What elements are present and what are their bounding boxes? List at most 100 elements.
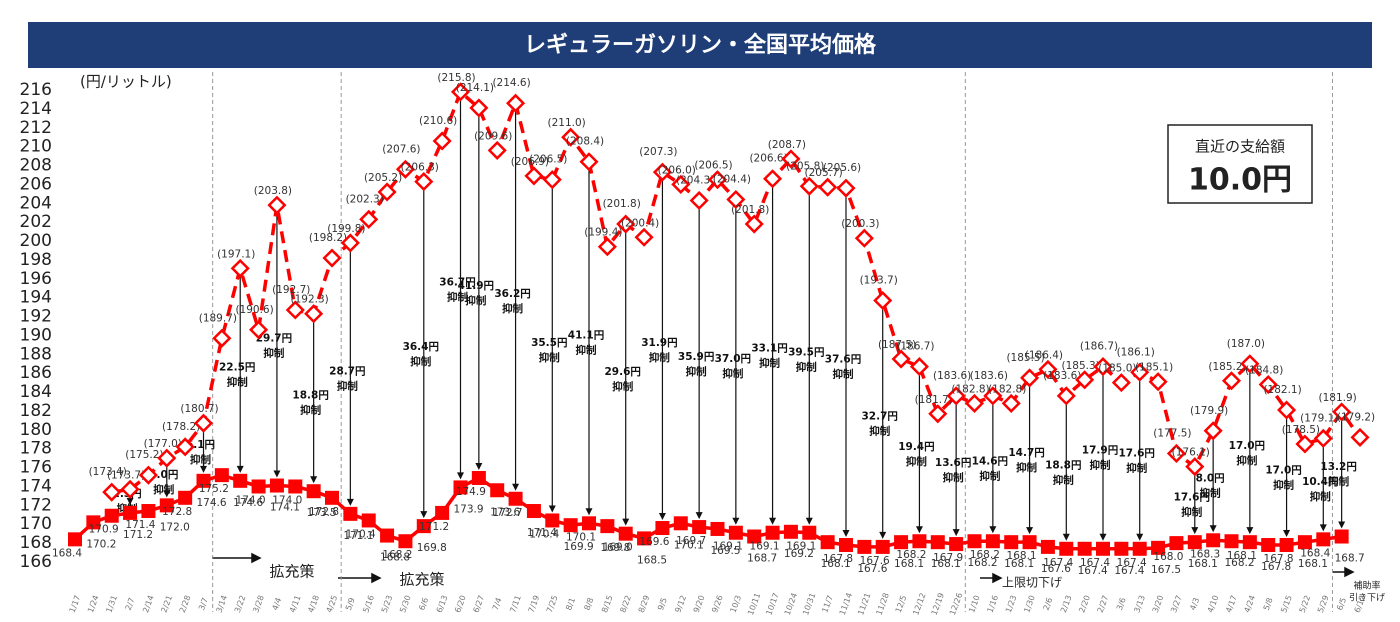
x-tick-label: 1/17 (68, 594, 83, 614)
y-tick-label: 172 (20, 495, 52, 515)
x-tick-label: 10/24 (783, 592, 799, 617)
x-tick-label: 9/26 (710, 594, 725, 614)
arrow-head (1338, 521, 1346, 529)
arrow-head (200, 465, 207, 473)
diamond-marker (1221, 371, 1242, 391)
square-marker (765, 525, 780, 540)
data-label: (199.4) (584, 227, 622, 239)
annotation-amount: 13.6円 (935, 457, 971, 469)
annotation-amount: 19.4円 (898, 441, 934, 453)
x-tick-label: 9/12 (673, 594, 688, 614)
data-label: (198.2) (309, 232, 347, 244)
x-tick-label: 4/10 (1206, 594, 1221, 614)
annotation-amount: 10.4円 (1302, 476, 1338, 488)
data-label: 168.7 (1335, 553, 1365, 565)
data-label: (182.8) (951, 383, 989, 395)
data-label: 171.4 (125, 519, 155, 531)
diamond-marker (506, 93, 526, 113)
square-marker (343, 506, 358, 521)
diamond-marker (671, 174, 691, 194)
diamond-marker (285, 300, 305, 320)
data-label: (203.8) (254, 185, 292, 197)
data-label: 169.1 (786, 541, 816, 553)
x-tick-label: 4/4 (270, 596, 283, 611)
annotation-text: 抑制 (906, 455, 927, 468)
square-marker (1169, 536, 1184, 551)
x-tick-label: 3/22 (233, 594, 248, 614)
data-label: 168.1 (894, 558, 924, 570)
square-marker (490, 483, 505, 498)
y-tick-label: 182 (20, 401, 52, 421)
square-marker (545, 513, 560, 528)
data-label: 168.1 (1227, 550, 1257, 562)
annotation-amount: 18.8円 (292, 389, 328, 401)
diamond-marker (909, 357, 929, 377)
square-marker (1077, 541, 1092, 556)
annotation-amount: 41.1円 (568, 330, 604, 342)
arrow-head (310, 476, 318, 484)
data-label: 172.7 (493, 507, 523, 519)
data-label: (189.7) (199, 312, 237, 324)
data-label: 170.1 (566, 531, 596, 543)
square-marker (618, 526, 633, 541)
x-tick-label: 11/28 (875, 592, 891, 617)
data-label: (214.6) (492, 77, 530, 89)
title-bar (28, 22, 1372, 68)
annotation-text: 抑制 (796, 361, 817, 374)
data-label: (183.6) (1043, 370, 1081, 382)
diamond-marker (597, 237, 617, 257)
diamond-marker (157, 448, 177, 468)
data-label: (182.8) (988, 383, 1026, 395)
x-tick-label: 4/25 (325, 594, 340, 614)
data-label: 171.1 (343, 530, 373, 542)
data-label: 168.1 (1007, 550, 1037, 562)
y-tick-label: 176 (20, 458, 52, 478)
square-marker (325, 490, 339, 505)
diamond-marker (616, 214, 636, 234)
data-label: (185.2) (1208, 361, 1246, 373)
square-marker (1114, 541, 1129, 556)
square-marker (1224, 534, 1239, 549)
data-label: (206.5) (694, 160, 732, 172)
box-value: 10.0円 (1188, 163, 1292, 198)
square-marker (637, 531, 652, 546)
square-marker (802, 525, 817, 540)
chart-title: レギュラーガソリン・全国平均価格 (524, 32, 877, 58)
arrow-head (548, 505, 556, 513)
x-tick-label: 3/20 (1151, 594, 1166, 614)
data-label: (206.9) (511, 156, 549, 168)
annotation-text: 抑制 (1236, 454, 1257, 467)
note-arrows (212, 552, 1355, 584)
diamond-marker (1093, 357, 1113, 377)
x-tick-label: 8/15 (600, 594, 615, 614)
arrow-head (805, 517, 813, 525)
square-marker (1334, 529, 1349, 544)
square-marker (416, 519, 431, 534)
annotation-text: 抑制 (1310, 490, 1331, 503)
data-label: (192.3) (291, 294, 329, 306)
data-label: 169.0 (603, 542, 633, 554)
data-label: 174.0 (236, 494, 266, 506)
x-tick-label: 1/30 (1022, 594, 1037, 614)
data-label: (187.5) (878, 339, 916, 351)
y-tick-label: 210 (20, 137, 52, 157)
annotation-text: 抑制 (337, 379, 358, 392)
data-label: 174.0 (272, 494, 302, 506)
square-marker (141, 504, 156, 519)
data-label: 168.2 (896, 549, 926, 561)
annotation-text: 抑制 (539, 351, 560, 364)
data-label: 171.4 (527, 527, 557, 539)
annotation-text: 抑制 (759, 357, 780, 370)
y-tick-label: 214 (20, 99, 52, 119)
data-label: 167.8 (1264, 553, 1294, 565)
data-label: (185.5) (1006, 352, 1044, 364)
arrow-head (1062, 533, 1070, 541)
data-label: (190.6) (235, 304, 273, 316)
square-marker (930, 535, 945, 550)
square-marker (123, 505, 138, 520)
diamond-marker (983, 386, 1003, 406)
annotation-text: 抑制 (1126, 462, 1147, 475)
x-tick-label: 6/20 (453, 594, 468, 614)
diamond-marker (689, 190, 709, 210)
diamond-marker (1148, 372, 1168, 392)
